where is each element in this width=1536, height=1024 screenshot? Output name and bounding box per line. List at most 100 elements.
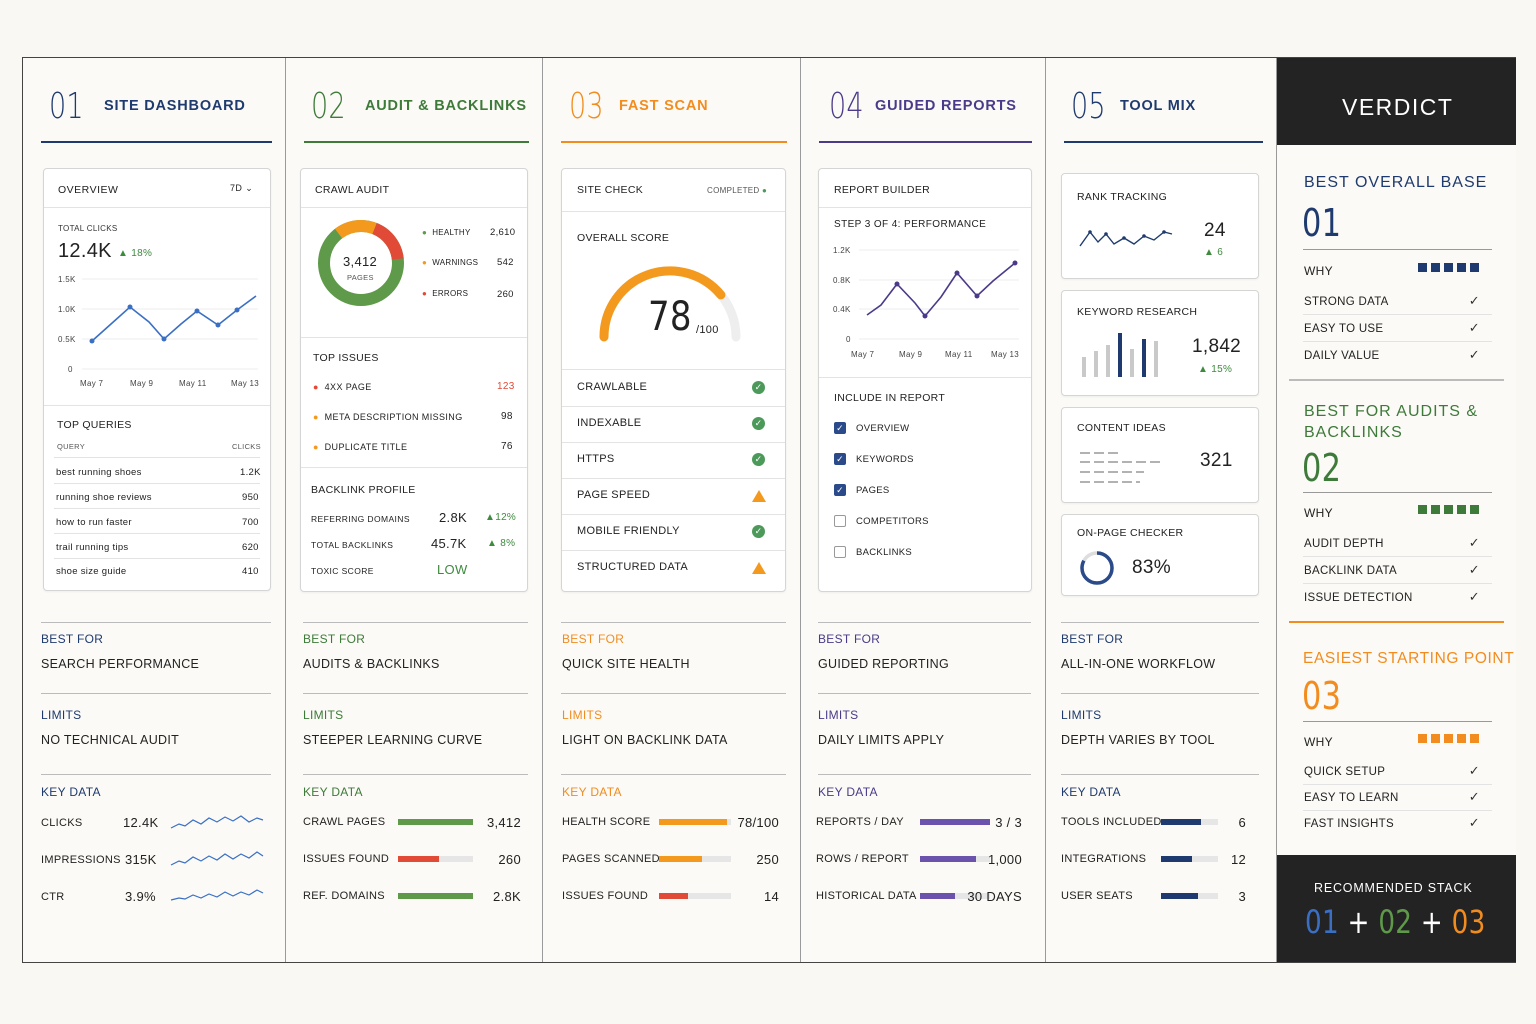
- limits-value: LIGHT ON BACKLINK DATA: [562, 733, 728, 747]
- column-title: FAST SCAN: [619, 98, 709, 114]
- key-data-label: KEY DATA: [1061, 785, 1121, 799]
- onpage-checker-card[interactable]: ON-PAGE CHECKER 83%: [1061, 514, 1259, 596]
- total-clicks-label: TOTAL CLICKS: [58, 224, 118, 233]
- check-icon: ✓: [1468, 763, 1480, 778]
- include-checkbox[interactable]: [834, 515, 846, 527]
- key-data-label: KEY DATA: [41, 785, 101, 799]
- column-title: SITE DASHBOARD: [104, 98, 246, 114]
- verdict-header: VERDICT: [1277, 58, 1516, 145]
- key-bar: [920, 819, 990, 825]
- reason-item: BACKLINK DATA: [1304, 565, 1397, 577]
- top-issues-label: TOP ISSUES: [313, 352, 379, 364]
- key-value: 12: [1230, 852, 1246, 867]
- y-tick: 0: [68, 365, 73, 374]
- backlink-row-label: REFERRING DOMAINS: [311, 514, 410, 524]
- include-checkbox[interactable]: [834, 546, 846, 558]
- include-label: COMPETITORS: [856, 516, 929, 527]
- y-tick: 1.0K: [58, 305, 76, 314]
- key-bar: [398, 893, 473, 899]
- key-value: 12.4K: [123, 815, 159, 830]
- include-checkbox[interactable]: ✓: [834, 453, 846, 465]
- limits-value: NO TECHNICAL AUDIT: [41, 733, 180, 747]
- include-checkbox[interactable]: ✓: [834, 484, 846, 496]
- why-label: WHY: [1304, 735, 1333, 749]
- rank-value: 24: [1204, 220, 1226, 241]
- reason-item: DAILY VALUE: [1304, 350, 1380, 362]
- key-value: 3: [1238, 889, 1246, 904]
- column-number: 01: [49, 86, 84, 127]
- key-value: 6: [1238, 815, 1246, 830]
- y-tick: 1.2K: [833, 246, 851, 255]
- query-text: how to run faster: [56, 517, 132, 528]
- keyword-change: ▲ 15%: [1198, 364, 1233, 375]
- reason-item: STRONG DATA: [1304, 296, 1389, 308]
- column-number: 05: [1071, 86, 1106, 127]
- best-for-value: SEARCH PERFORMANCE: [41, 657, 200, 671]
- rating-squares: [1414, 505, 1479, 517]
- status-badge: COMPLETED ●: [707, 186, 768, 195]
- y-tick: 0.5K: [58, 335, 76, 344]
- key-value: 3,412: [486, 815, 521, 830]
- key-value: 260: [498, 852, 521, 867]
- x-tick: May 13: [991, 350, 1019, 359]
- key-value: 3.9%: [125, 889, 156, 904]
- issue-item[interactable]: ● DUPLICATE TITLE: [313, 442, 408, 452]
- backlink-row-label: TOXIC SCORE: [311, 566, 374, 576]
- column-title: GUIDED REPORTS: [875, 98, 1017, 114]
- onpage-value: 83%: [1132, 557, 1171, 578]
- key-value: 14: [763, 889, 779, 904]
- column-guided-reports: 04 GUIDED REPORTS REPORT BUILDER STEP 3 …: [801, 58, 1046, 962]
- why-label: WHY: [1304, 506, 1333, 520]
- column-number: 03: [569, 86, 604, 127]
- check-item: STRUCTURED DATA: [577, 561, 689, 573]
- key-bar-fill: [920, 893, 955, 899]
- rank-tracking-card[interactable]: RANK TRACKING 24 ▲ 6: [1061, 173, 1259, 279]
- legend-healthy: ● HEALTHY: [422, 228, 471, 237]
- key-label: INTEGRATIONS: [1061, 853, 1147, 865]
- key-bar-fill: [398, 856, 440, 862]
- recommended-stack: RECOMMENDED STACK 01 + 02 + 03: [1277, 855, 1516, 962]
- x-tick: May 13: [231, 379, 259, 388]
- key-label: CLICKS: [41, 817, 83, 829]
- comparison-board: 01 SITE DASHBOARD OVERVIEW 7D ⌄ TOTAL CL…: [22, 57, 1516, 963]
- include-label: BACKLINKS: [856, 547, 913, 558]
- column-number: 04: [829, 86, 864, 127]
- key-value: 315K: [125, 852, 157, 867]
- key-sparklines: [170, 815, 264, 901]
- key-label: REPORTS / DAY: [816, 816, 904, 828]
- query-clicks: 620: [242, 542, 259, 553]
- range-dropdown[interactable]: 7D ⌄: [230, 183, 254, 193]
- key-label: CTR: [41, 891, 65, 903]
- col-header-clicks: CLICKS: [232, 442, 261, 451]
- verdict-section-title: BEST OVERALL BASE: [1304, 174, 1488, 191]
- key-label: IMPRESSIONS: [41, 854, 121, 866]
- column-number: 02: [311, 86, 346, 127]
- limits-label: LIMITS: [818, 708, 859, 722]
- best-for-value: ALL-IN-ONE WORKFLOW: [1061, 657, 1216, 671]
- keyword-research-label: KEYWORD RESEARCH: [1077, 306, 1198, 318]
- query-clicks: 1.2K: [240, 467, 261, 478]
- check-circle-icon: ✓: [752, 381, 765, 394]
- report-builder-label: REPORT BUILDER: [834, 184, 931, 196]
- best-for-label: BEST FOR: [818, 632, 881, 646]
- verdict-section-01: BEST OVERALL BASE 01 WHY STRONG DATA ✓ EA…: [1289, 146, 1504, 381]
- score-max: /100: [696, 324, 719, 336]
- content-ideas-card[interactable]: CONTENT IDEAS 321: [1061, 407, 1259, 503]
- key-data-label: KEY DATA: [562, 785, 622, 799]
- key-bar: [398, 819, 473, 825]
- verdict-section-title: BEST FOR AUDITS &: [1304, 403, 1479, 420]
- best-for-value: AUDITS & BACKLINKS: [303, 657, 440, 671]
- score-gauge: [599, 266, 741, 342]
- issue-item[interactable]: ● META DESCRIPTION MISSING: [313, 412, 463, 422]
- reason-item: FAST INSIGHTS: [1304, 818, 1394, 830]
- issue-item[interactable]: ● 4XX PAGE: [313, 382, 372, 392]
- include-checkbox[interactable]: ✓: [834, 422, 846, 434]
- check-circle-icon: ✓: [752, 453, 765, 466]
- limits-label: LIMITS: [303, 708, 344, 722]
- legend-value: 260: [497, 289, 514, 300]
- best-for-label: BEST FOR: [303, 632, 366, 646]
- overview-label: OVERVIEW: [58, 184, 119, 196]
- keyword-research-card[interactable]: KEYWORD RESEARCH 1,842 ▲ 15%: [1061, 290, 1259, 396]
- verdict-section-number: 01: [1302, 201, 1342, 245]
- backlink-row-change: ▲ 8%: [487, 538, 516, 549]
